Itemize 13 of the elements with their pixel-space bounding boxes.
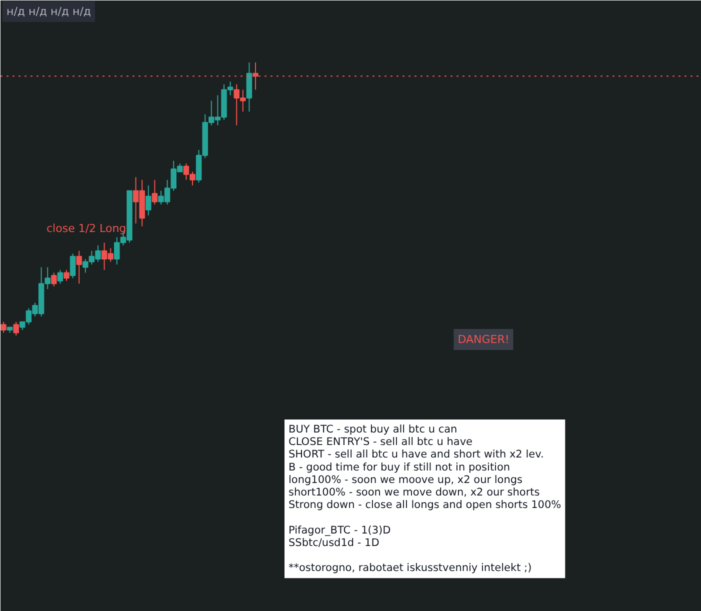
candlestick [64,269,70,282]
annotation: close 1/2 Long [46,222,126,235]
text: DANGER! [458,333,510,346]
candlestick [13,321,19,336]
text: BUY BTC - spot buy all btc u can CLOSE ENTRY'S - sell all btc u have SHORT - sell all btc u have and short with x2 lev. B - good time for buy if still not in position long100% - soon we moove up, x2 our longs short100% - soon we move down, x2 our shorts Strong down - close all longs and open shorts 100% Pifagor_BTC - 1(3)D SSbtc/usd1d - 1D **ostorogno, rabotaet iskusstvenniy intelekt ;) [288,424,562,574]
candlestick [152,179,158,205]
candlestick [0,321,6,334]
candlestick [76,250,82,284]
text: н/д н/д н/д н/д [6,5,92,18]
candlestick [70,253,76,279]
candlestick [146,184,152,216]
candlestick [51,272,57,287]
candlestick [57,269,64,284]
